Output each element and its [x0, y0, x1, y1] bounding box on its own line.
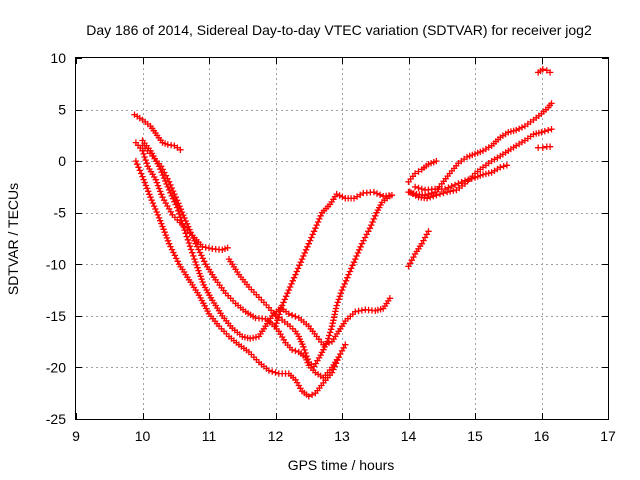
x-tick-label: 9	[72, 428, 80, 444]
y-tick-label: -20	[46, 359, 66, 375]
x-axis-tick-labels: 9 10 11 12 13 14 15 16 17	[72, 428, 616, 444]
y-tick-label: 0	[58, 153, 66, 169]
series-arc-9	[405, 157, 440, 185]
series-arc-3	[139, 137, 394, 348]
chart-title: Day 186 of 2014, Sidereal Day-to-day VTE…	[86, 22, 592, 38]
x-tick-label: 13	[334, 428, 350, 444]
series-markers	[132, 139, 231, 253]
y-tick-label: -10	[46, 256, 66, 272]
y-tick-label: 10	[50, 50, 66, 66]
y-tick-label: -5	[54, 205, 67, 221]
x-tick-label: 16	[534, 428, 550, 444]
series-arc-4	[132, 157, 349, 400]
x-tick-label: 17	[600, 428, 616, 444]
series-arc-1	[131, 111, 184, 153]
series-arc-13	[535, 143, 554, 151]
series-arc-6	[225, 193, 394, 370]
series-markers	[405, 157, 440, 185]
series-markers	[132, 157, 349, 400]
series-arc-8	[405, 228, 432, 270]
series-arc-10	[405, 100, 555, 199]
series-arc-12	[411, 162, 511, 194]
series-arc-5	[139, 142, 342, 381]
series-arc-11	[406, 126, 555, 202]
x-tick-label: 14	[401, 428, 417, 444]
series-markers	[405, 100, 555, 199]
x-tick-label: 10	[135, 428, 151, 444]
series-markers	[535, 143, 554, 151]
grid-lines	[76, 58, 608, 419]
series-markers	[405, 228, 432, 270]
axis-ticks	[76, 58, 609, 420]
x-axis-label: GPS time / hours	[288, 457, 395, 473]
series-markers	[535, 66, 554, 76]
series-markers	[272, 188, 396, 330]
y-tick-label: -25	[46, 411, 66, 427]
y-tick-label: -15	[46, 308, 66, 324]
x-tick-label: 15	[467, 428, 483, 444]
plot-frame	[75, 57, 609, 420]
data-series	[131, 66, 555, 400]
series-arc-14	[535, 66, 554, 76]
series-markers	[139, 142, 342, 381]
series-arc-2	[132, 139, 231, 253]
y-tick-label: 5	[58, 102, 66, 118]
series-markers	[406, 126, 555, 202]
x-tick-label: 12	[268, 428, 284, 444]
x-tick-label: 11	[202, 428, 217, 444]
y-axis-tick-labels: 10 5 0 -5 -10 -15 -20 -25	[46, 50, 66, 427]
series-markers	[139, 137, 394, 348]
series-markers	[225, 193, 394, 370]
series-markers	[131, 111, 184, 153]
series-markers	[411, 162, 511, 194]
y-axis-label: SDTVAR / TECUs	[5, 183, 21, 295]
series-arc-7	[272, 188, 396, 330]
